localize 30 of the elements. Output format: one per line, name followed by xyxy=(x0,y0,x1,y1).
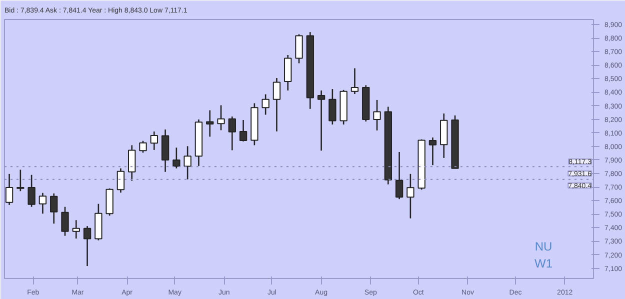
candlestick xyxy=(206,110,214,138)
candlestick xyxy=(272,77,281,132)
annotation: NU W1 xyxy=(534,240,553,270)
candlestick xyxy=(50,192,58,224)
candlestick xyxy=(5,173,14,206)
candlestick xyxy=(128,144,136,182)
candlestick xyxy=(228,116,236,151)
candlestick xyxy=(16,169,24,192)
candlestick xyxy=(328,88,336,126)
candlestick xyxy=(373,99,381,132)
candlestick xyxy=(395,151,404,200)
candlestick xyxy=(38,192,47,214)
candlestick xyxy=(61,206,69,236)
candlestick xyxy=(295,34,303,64)
candlestick xyxy=(172,146,180,170)
candlestick xyxy=(139,140,147,154)
candlestick xyxy=(184,146,192,180)
candlestick xyxy=(217,104,225,131)
candlestick xyxy=(428,136,437,166)
candlestick xyxy=(72,219,80,240)
candlestick xyxy=(317,90,326,152)
candlestick xyxy=(28,174,36,208)
candlestick xyxy=(239,119,248,142)
candlestick xyxy=(350,68,359,95)
candlestick xyxy=(83,225,92,267)
candlestick xyxy=(406,173,414,220)
candlestick xyxy=(262,94,270,116)
candlestick xyxy=(150,130,158,151)
candlestick xyxy=(284,54,292,92)
candlestick xyxy=(116,168,125,194)
